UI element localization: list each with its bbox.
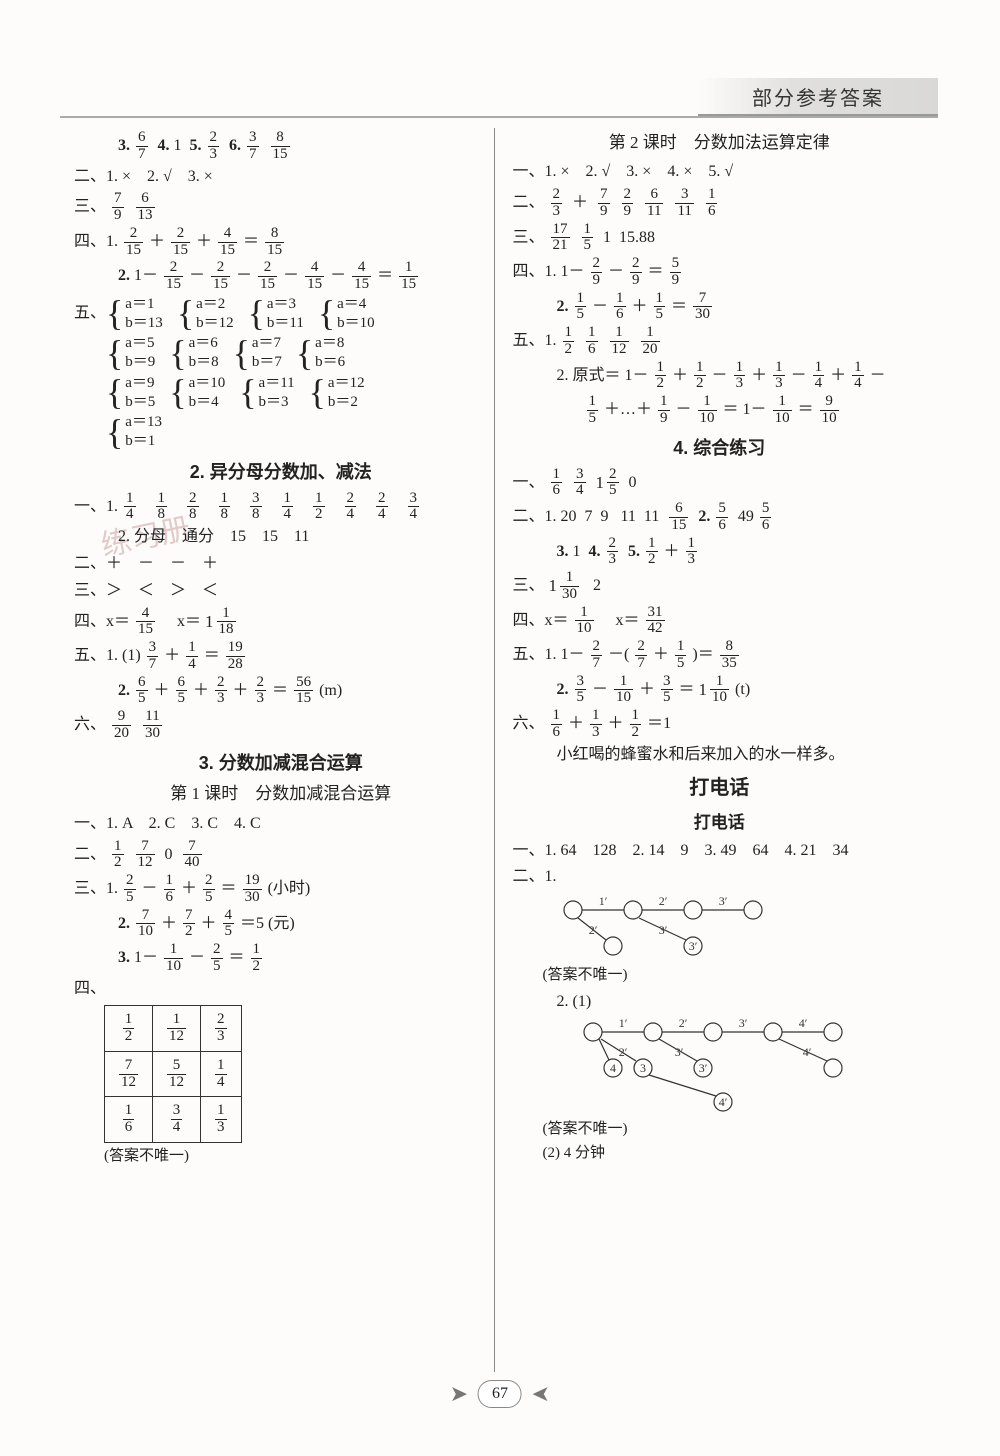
r9: 四、x＝ 110 x＝ 3142: [513, 605, 927, 638]
svg-text:3′: 3′: [658, 923, 667, 937]
svg-text:3′: 3′: [718, 894, 727, 908]
r4-2: 2. 15 － 16 ＋ 15 ＝ 730: [513, 291, 927, 324]
r10-2: 2. 35 － 110 ＋ 35 ＝ 1 110 (t): [513, 674, 927, 707]
svg-text:2′: 2′: [658, 894, 667, 908]
l2-6: 五、1. (1) 37 ＋ 14 ＝ 1928: [74, 640, 488, 673]
l2: 二、1. × 2. √ 3. ×: [74, 165, 488, 190]
l3-5: 3. 1－ 110 － 25 ＝ 12: [74, 942, 488, 975]
l3-4: 2. 710 ＋ 72 ＋ 45 ＝5 (元): [74, 908, 488, 941]
tree-1: 1′ 2′ 3′ 2′ 3′ 3′: [553, 892, 813, 962]
l5: 2. 1－ 215 － 215 － 215 － 415 － 415 ＝ 115: [74, 260, 488, 293]
svg-text:3′: 3′: [688, 939, 697, 953]
r1: 一、1. × 2. √ 3. × 4. × 5. √: [513, 160, 927, 185]
table-note: (答案不唯一): [74, 1145, 488, 1168]
r8: 三、 1 130 2: [513, 570, 927, 603]
r3: 三、 1721 15 1 15.88: [513, 222, 927, 255]
r7a: 二、1. 20 7 9 11 11 615 2. 56 49 56: [513, 501, 927, 534]
r5-1: 五、1. 12 16 112 120: [513, 325, 927, 358]
l2-2: 2. 分母 通分 15 15 11: [74, 525, 488, 550]
l3-1: 一、1. A 2. C 3. C 4. C: [74, 812, 488, 837]
page-bar: ➤ 67 ➤: [450, 1380, 551, 1408]
svg-text:1′: 1′: [618, 1016, 627, 1030]
columns: 3. 67 4. 1 5. 23 6. 37 815 二、1. × 2. √ 3…: [68, 128, 932, 1372]
r5-2b: 15 ＋…＋ 19 － 110 ＝ 1－ 110 ＝ 910: [513, 394, 927, 427]
r6: 一、 16 34 1 25 0: [513, 467, 927, 500]
p3-label: 2. (1): [513, 990, 927, 1015]
brace-block: 五、a＝1b＝13a＝2b＝12a＝3b＝11a＝4b＝10a＝5b＝9a＝6b…: [74, 295, 488, 451]
right-subtitle: 第 2 课时 分数加法运算定律: [513, 130, 927, 156]
title-2: 2. 异分母分数加、减法: [74, 459, 488, 487]
l2-5: 四、x＝ 415 x＝ 1 118: [74, 606, 488, 639]
l3-3: 三、1. 25 － 16 ＋ 25 ＝ 1930 (小时): [74, 873, 488, 906]
table: 121122371251214163413: [104, 1005, 242, 1143]
l3-2: 二、 12 712 0 740: [74, 839, 488, 872]
r4-1: 四、1. 1－ 29 － 29 ＝ 59: [513, 256, 927, 289]
svg-text:2′: 2′: [678, 1016, 687, 1030]
svg-text:4: 4: [610, 1061, 616, 1075]
left-column: 3. 67 4. 1 5. 23 6. 37 815 二、1. × 2. √ 3…: [68, 128, 494, 1372]
tree-2: 1′ 2′ 3′ 4′ 2′ 3′ 4′ 4 3 3′ 4′: [553, 1016, 873, 1116]
page-number: 67: [478, 1380, 522, 1408]
l2-7: 2. 65 ＋ 65 ＋ 23 ＋ 23 ＝ 5615 (m): [74, 675, 488, 708]
sec4-label: 四、: [74, 977, 488, 1002]
svg-text:3′: 3′: [674, 1045, 683, 1059]
p2-label: 二、1.: [513, 865, 927, 890]
l2-1: 一、1. 14 18 28 18 38 14 12 24 24 34: [74, 491, 488, 524]
phone-sub: 打电话: [513, 810, 927, 836]
right-column: 第 2 课时 分数加法运算定律 一、1. × 2. √ 3. × 4. × 5.…: [494, 128, 933, 1372]
phone-title: 打电话: [513, 773, 927, 804]
l1: 3. 67 4. 1 5. 23 6. 37 815: [74, 130, 488, 163]
svg-text:4′: 4′: [718, 1095, 727, 1109]
p2-note: (答案不唯一): [513, 964, 927, 987]
svg-text:2′: 2′: [618, 1045, 627, 1059]
l2-4: 三、＞ ＜ ＞ ＜: [74, 579, 488, 604]
svg-text:3′: 3′: [738, 1016, 747, 1030]
svg-text:3′: 3′: [698, 1061, 707, 1075]
title-4: 4. 综合练习: [513, 435, 927, 463]
arrow-left-icon: ➤: [450, 1381, 468, 1407]
r2: 二、 23 ＋ 79 29 611 311 16: [513, 187, 927, 220]
title-3: 3. 分数加减混合运算: [74, 750, 488, 778]
l4: 四、1. 215 ＋ 215 ＋ 415 ＝ 815: [74, 226, 488, 259]
p3-note: (答案不唯一): [513, 1118, 927, 1141]
l2-3: 二、＋ － － ＋: [74, 552, 488, 577]
p3-ans: (2) 4 分钟: [513, 1142, 927, 1165]
header-band: 部分参考答案: [698, 78, 938, 116]
header-rule: [60, 116, 938, 118]
r11-note: 小红喝的蜂蜜水和后来加入的水一样多。: [513, 743, 927, 768]
r10-1: 五、1. 1－ 27 －( 27 ＋ 15 )＝ 835: [513, 639, 927, 672]
p1: 一、1. 64 128 2. 14 9 3. 49 64 4. 21 34: [513, 839, 927, 864]
r11: 六、 16 ＋ 13 ＋ 12 ＝1: [513, 708, 927, 741]
page: 部分参考答案 练习册 3. 67 4. 1 5. 23 6. 37 815 二、…: [0, 0, 1000, 1456]
svg-text:2′: 2′: [588, 923, 597, 937]
svg-text:1′: 1′: [598, 894, 607, 908]
svg-text:3: 3: [640, 1061, 646, 1075]
l2-8: 六、 920 1130: [74, 709, 488, 742]
r7b: 3. 1 4. 23 5. 12 ＋ 13: [513, 536, 927, 569]
arrow-right-icon: ➤: [532, 1381, 550, 1407]
l3: 三、 79 613: [74, 191, 488, 224]
svg-text:4′: 4′: [798, 1016, 807, 1030]
r5-2a: 2. 原式＝ 1－ 12 ＋ 12 － 13 ＋ 13 － 14 ＋ 14 －: [513, 360, 927, 393]
subtitle-3-1: 第 1 课时 分数加减混合运算: [74, 781, 488, 807]
svg-text:4′: 4′: [802, 1045, 811, 1059]
